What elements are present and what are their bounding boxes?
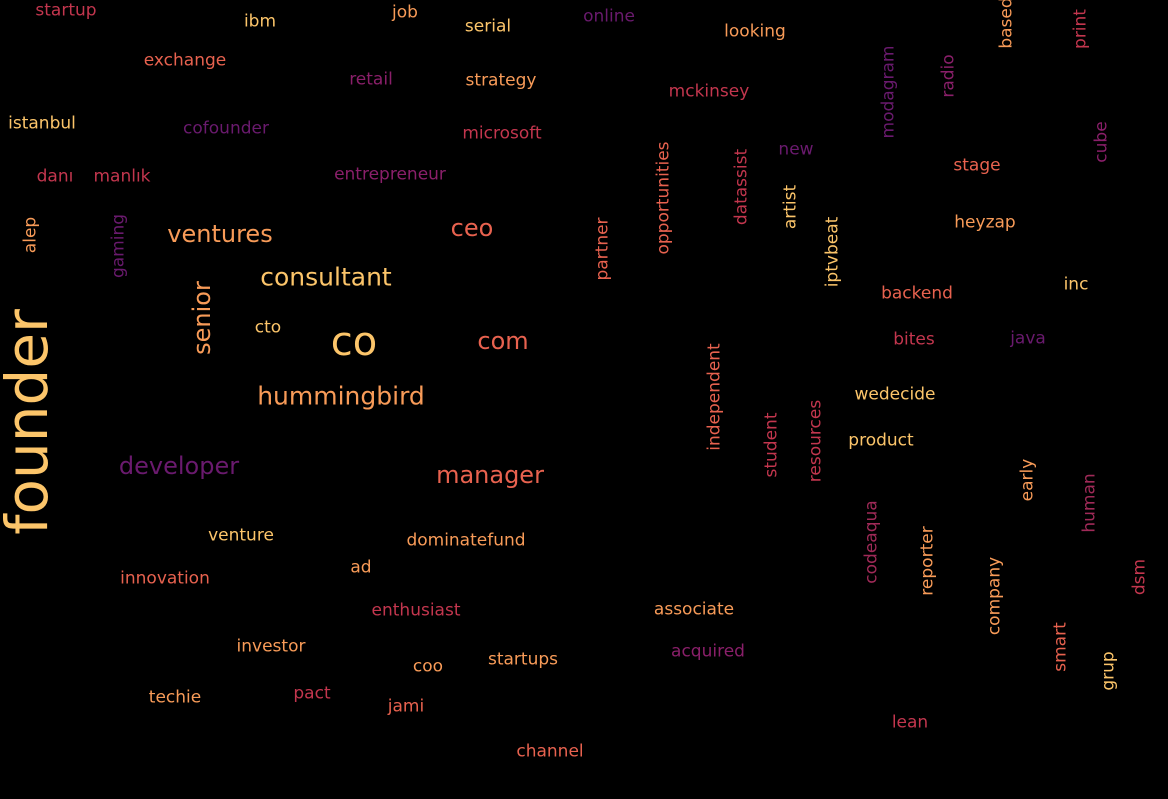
word-co: co xyxy=(330,319,378,365)
word-founder: founder xyxy=(0,309,61,535)
word-backend: backend xyxy=(881,283,953,304)
word-associate: associate xyxy=(653,599,735,620)
word-smart: smart xyxy=(1050,622,1071,672)
word-cube: cube xyxy=(1091,121,1112,163)
word-partner: partner xyxy=(592,217,613,281)
word-channel: channel xyxy=(516,741,584,762)
word-venture: venture xyxy=(208,525,274,546)
word-jami: jami xyxy=(387,696,425,717)
word-grup: grup xyxy=(1098,651,1119,691)
word-modagram: modagram xyxy=(878,45,899,139)
word-print: print xyxy=(1070,9,1091,49)
word-radio: radio xyxy=(938,54,959,98)
word-startups: startups xyxy=(487,649,559,670)
word-cto: cto xyxy=(254,317,282,338)
word-bites: bites xyxy=(893,329,935,350)
word-opportunities: opportunities xyxy=(653,141,674,255)
word-istanbul: istanbul xyxy=(8,113,76,134)
word-company: company xyxy=(984,556,1005,636)
word-ad: ad xyxy=(350,557,372,578)
word-inc: inc xyxy=(1063,274,1089,295)
word-innovation: innovation xyxy=(120,568,210,589)
word-online: online xyxy=(583,6,635,27)
word-ibm: ibm xyxy=(243,11,277,32)
word-ventures: ventures xyxy=(167,220,273,248)
word-strategy: strategy xyxy=(465,70,537,91)
word-dsm: dsm xyxy=(1129,558,1150,596)
word-based: based xyxy=(996,0,1017,49)
word-java: java xyxy=(1010,328,1046,349)
word-new: new xyxy=(778,139,814,160)
word-microsoft: microsoft xyxy=(462,123,542,144)
word-looking: looking xyxy=(724,21,786,42)
word-lean: lean xyxy=(891,712,929,733)
word-product: product xyxy=(848,430,914,451)
word-gaming: gaming xyxy=(108,213,129,279)
word-manager: manager xyxy=(436,461,544,489)
word-enthusiast: enthusiast xyxy=(371,600,461,621)
word-coo: coo xyxy=(412,656,444,677)
word-startup: startup xyxy=(35,0,97,21)
word-dani: danı xyxy=(36,166,74,187)
word-datassist: datassist xyxy=(731,148,752,226)
word-cofounder: cofounder xyxy=(183,118,269,139)
word-iptvbeat: iptvbeat xyxy=(822,216,843,288)
word-heyzap: heyzap xyxy=(954,212,1016,233)
word-ceo: ceo xyxy=(450,214,494,242)
word-exchange: exchange xyxy=(143,50,227,71)
word-artist: artist xyxy=(780,184,801,230)
word-entrepreneur: entrepreneur xyxy=(334,164,446,185)
word-reporter: reporter xyxy=(917,526,938,596)
word-pact: pact xyxy=(293,683,331,704)
word-consultant: consultant xyxy=(260,262,392,292)
word-senior: senior xyxy=(188,281,216,355)
word-hummingbird: hummingbird xyxy=(257,381,425,411)
word-alep: alep xyxy=(20,216,41,254)
word-early: early xyxy=(1017,458,1038,502)
word-human: human xyxy=(1079,473,1100,533)
word-serial: serial xyxy=(464,16,512,37)
word-job: job xyxy=(392,2,418,23)
word-retail: retail xyxy=(349,69,393,90)
word-investor: investor xyxy=(236,636,306,657)
word-acquired: acquired xyxy=(671,641,745,662)
word-independent: independent xyxy=(704,343,725,451)
word-developer: developer xyxy=(118,452,240,480)
word-wedecide: wedecide xyxy=(854,384,936,405)
word-resources: resources xyxy=(805,399,826,483)
word-codeaqua: codeaqua xyxy=(861,500,882,584)
word-dominatefund: dominatefund xyxy=(406,530,526,551)
word-stage: stage xyxy=(953,155,1001,176)
word-student: student xyxy=(761,412,782,478)
word-com: com xyxy=(477,327,529,355)
word-techie: techie xyxy=(148,687,202,708)
word-manlik: manlık xyxy=(93,166,151,187)
word-mckinsey: mckinsey xyxy=(668,81,750,102)
